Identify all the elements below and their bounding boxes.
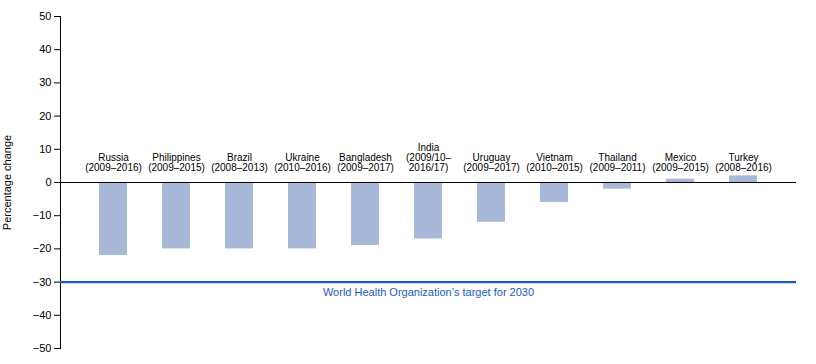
svg-text:Philippines(2009–2015): Philippines(2009–2015)	[148, 152, 205, 173]
svg-text:Bangladesh(2009–2017): Bangladesh(2009–2017)	[337, 152, 394, 173]
svg-text:Percentage change: Percentage change	[1, 135, 13, 230]
svg-text:India(2009/10–2016/17): India(2009/10–2016/17)	[406, 142, 451, 173]
svg-text:Mexico(2009–2015): Mexico(2009–2015)	[652, 152, 709, 173]
svg-text:−10: −10	[33, 209, 52, 221]
svg-text:40: 40	[39, 43, 51, 55]
svg-text:−30: −30	[33, 276, 52, 288]
svg-text:Thailand(2009–2011): Thailand(2009–2011)	[590, 152, 646, 173]
svg-text:Turkey(2008–2016): Turkey(2008–2016)	[715, 152, 772, 173]
svg-text:Brazil(2008–2013): Brazil(2008–2013)	[211, 152, 268, 173]
svg-text:30: 30	[39, 76, 51, 88]
svg-text:Uruguay(2009–2017): Uruguay(2009–2017)	[463, 152, 520, 173]
svg-text:World Health Organization’s ta: World Health Organization’s target for 2…	[323, 286, 534, 298]
svg-text:Russia(2009–2016): Russia(2009–2016)	[85, 152, 142, 173]
svg-text:−40: −40	[33, 309, 52, 321]
svg-text:Ukraine(2010–2016): Ukraine(2010–2016)	[274, 152, 331, 173]
svg-text:0: 0	[45, 176, 51, 188]
svg-text:10: 10	[39, 143, 51, 155]
svg-text:Vietnam(2010–2015): Vietnam(2010–2015)	[526, 152, 583, 173]
svg-text:50: 50	[39, 10, 51, 22]
svg-text:−20: −20	[33, 242, 52, 254]
svg-text:20: 20	[39, 110, 51, 122]
svg-text:−50: −50	[33, 342, 52, 354]
